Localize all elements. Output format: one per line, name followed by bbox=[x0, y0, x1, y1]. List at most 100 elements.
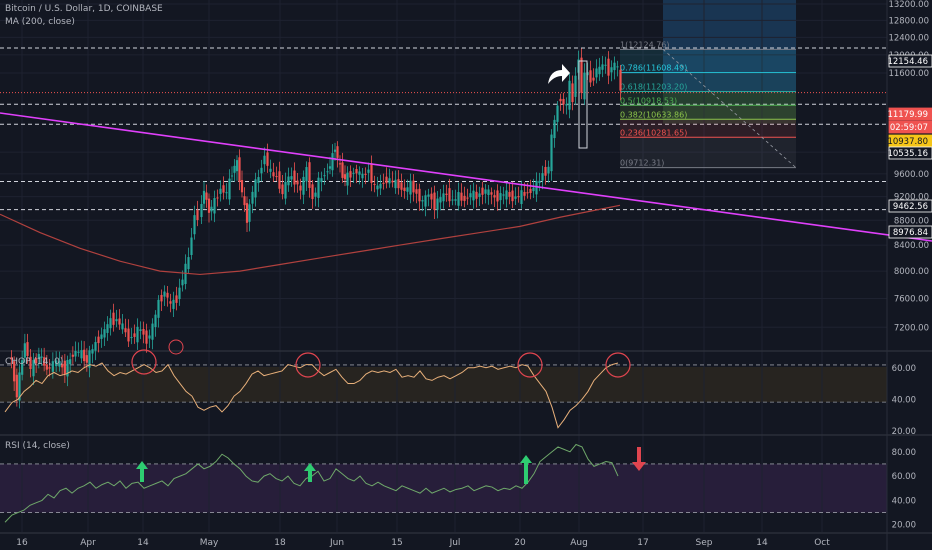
candle-body bbox=[94, 342, 97, 351]
time-axis[interactable]: 16 Apr 14 May 18 Jun 15 Jul 20 Aug 17 Sep 14 Oct bbox=[16, 538, 830, 548]
highlight-box[interactable] bbox=[578, 60, 588, 149]
up-arrow-head[interactable] bbox=[520, 455, 532, 463]
candle-body bbox=[290, 176, 293, 180]
time-tick-label: 20 bbox=[514, 538, 526, 548]
symbol-legend[interactable]: Bitcoin / U.S. Dollar, 1D, COINBASE bbox=[5, 4, 163, 14]
candle-body bbox=[263, 155, 266, 165]
circle-marker[interactable] bbox=[168, 339, 184, 355]
candle-body bbox=[379, 183, 382, 189]
chop-circle-marker[interactable] bbox=[605, 352, 631, 378]
price-tag[interactable] bbox=[888, 199, 932, 213]
candle-body bbox=[607, 58, 610, 76]
candle-body bbox=[580, 57, 583, 93]
candle-body bbox=[403, 187, 406, 192]
candle-body bbox=[130, 337, 133, 339]
candle-body bbox=[133, 333, 136, 337]
candle-body bbox=[145, 330, 148, 344]
price-tag[interactable] bbox=[888, 146, 932, 160]
candles-layer bbox=[10, 48, 622, 409]
candle-body bbox=[207, 198, 211, 213]
candle-body bbox=[148, 335, 151, 339]
ma-legend[interactable]: MA (200, close) bbox=[5, 17, 75, 27]
candle-body bbox=[248, 204, 251, 222]
chop-tick-label: 40.00 bbox=[892, 395, 916, 405]
down-arrow-shaft[interactable] bbox=[637, 447, 641, 463]
chop-tick-label: 60.00 bbox=[892, 364, 916, 374]
candle-body bbox=[442, 193, 445, 202]
fib-level-label: 1(12124.76) bbox=[620, 40, 670, 49]
candle-body bbox=[508, 192, 511, 197]
candle-body bbox=[406, 187, 409, 192]
candle-body bbox=[184, 263, 187, 284]
candle-body bbox=[66, 359, 69, 377]
candle-body bbox=[451, 199, 454, 201]
candle-body bbox=[364, 173, 367, 175]
candle-body bbox=[448, 188, 451, 202]
price-tag[interactable] bbox=[888, 54, 932, 68]
fibonacci-layer[interactable]: 1(12124.76) 0.786(11608.49) 0.618(11203.20… bbox=[620, 40, 797, 169]
candle-body bbox=[523, 191, 526, 196]
candle-body bbox=[457, 192, 460, 206]
chop-circle-marker[interactable] bbox=[295, 352, 321, 378]
price-tick-label: 12400.00 bbox=[888, 33, 929, 43]
up-arrow-shaft[interactable] bbox=[308, 470, 312, 482]
candle-body bbox=[200, 203, 203, 218]
fib-level-label: 0.618(11203.20) bbox=[620, 83, 687, 92]
candle-body bbox=[382, 182, 385, 184]
candle-body bbox=[314, 192, 317, 197]
candle-body bbox=[445, 193, 448, 196]
price-tag-label: 02:59:07 bbox=[890, 123, 928, 133]
chop-circle-marker[interactable] bbox=[517, 352, 543, 378]
candle-body bbox=[412, 180, 415, 193]
chop-legend[interactable]: CHOP (14, 0) bbox=[5, 357, 64, 367]
candle-body bbox=[331, 153, 334, 171]
candle-body bbox=[216, 197, 219, 199]
candle-body bbox=[269, 168, 272, 172]
candle-body bbox=[376, 185, 379, 190]
rsi-tick-label: 20.00 bbox=[892, 521, 916, 531]
chop-line bbox=[4, 362, 619, 429]
candle-body bbox=[367, 169, 370, 173]
up-arrow-shaft[interactable] bbox=[140, 468, 144, 482]
candle-body bbox=[115, 319, 118, 322]
candle-body bbox=[37, 353, 40, 360]
price-tick-label: 7200.00 bbox=[894, 323, 929, 333]
candle-body bbox=[302, 176, 305, 195]
fib-zone bbox=[620, 72, 796, 92]
candle-body bbox=[562, 98, 565, 105]
candle-body bbox=[463, 195, 466, 201]
time-tick-label: Oct bbox=[814, 538, 830, 548]
price-axis[interactable]: 13200.0012800.0012400.0012000.0011600.00… bbox=[887, 0, 932, 531]
candle-body bbox=[240, 180, 244, 193]
price-tag[interactable] bbox=[888, 120, 932, 134]
candle-body bbox=[355, 169, 358, 174]
candle-body bbox=[394, 179, 397, 189]
price-tag[interactable] bbox=[888, 107, 932, 121]
down-arrow-head[interactable] bbox=[632, 462, 646, 471]
candle-body bbox=[454, 199, 457, 201]
candle-body bbox=[63, 360, 66, 374]
annotations-layer[interactable] bbox=[131, 60, 646, 484]
candle-body bbox=[592, 77, 595, 81]
curved-arrow-icon[interactable] bbox=[548, 64, 570, 84]
rsi-legend[interactable]: RSI (14, close) bbox=[5, 441, 70, 451]
candle-body bbox=[205, 192, 208, 200]
up-arrow-head[interactable] bbox=[136, 461, 148, 469]
candle-body bbox=[338, 163, 342, 165]
candle-body bbox=[595, 68, 598, 78]
candle-body bbox=[415, 189, 418, 194]
chop-circle-marker[interactable] bbox=[131, 349, 157, 375]
candle-body bbox=[118, 318, 121, 325]
price-tag[interactable] bbox=[888, 225, 932, 239]
price-tick-label: 9600.00 bbox=[894, 170, 929, 180]
candle-body bbox=[219, 188, 222, 194]
up-arrow-head[interactable] bbox=[304, 463, 316, 471]
up-arrow-shaft[interactable] bbox=[524, 462, 528, 484]
candle-body bbox=[538, 180, 541, 184]
candle-body bbox=[196, 210, 199, 221]
candle-body bbox=[26, 342, 29, 356]
candle-body bbox=[317, 177, 320, 198]
time-tick-label: 14 bbox=[756, 538, 768, 548]
candle-body bbox=[278, 171, 281, 189]
